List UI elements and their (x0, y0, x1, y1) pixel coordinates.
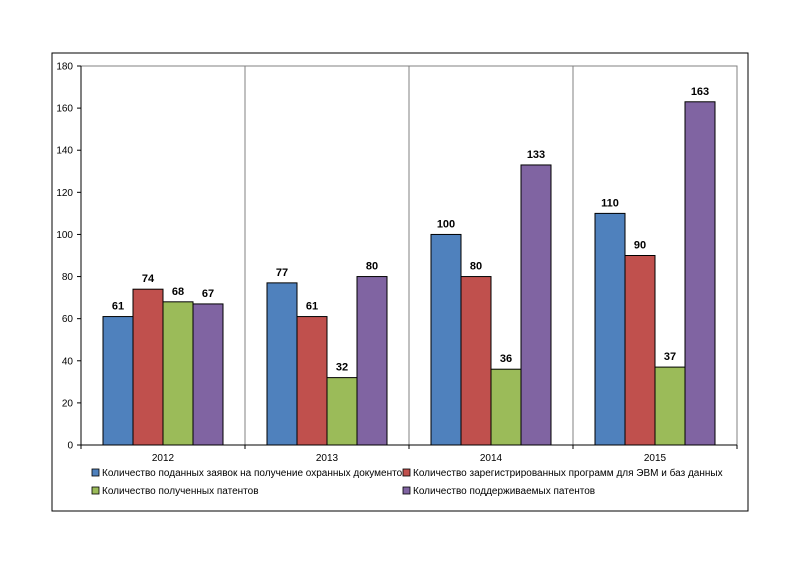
y-tick-label: 0 (67, 441, 73, 452)
data-label: 67 (202, 288, 214, 300)
data-label: 37 (664, 351, 676, 363)
bar (520, 164, 552, 446)
y-tick-label: 80 (62, 272, 74, 283)
data-label: 36 (500, 353, 512, 365)
legend-label: Количество поданных заявок на получение … (102, 468, 407, 479)
y-tick-label: 120 (56, 188, 73, 199)
data-label: 133 (527, 149, 545, 161)
legend-swatch (402, 486, 411, 495)
bar (490, 368, 522, 446)
y-tick-label: 60 (62, 314, 74, 325)
y-tick-label: 20 (62, 398, 74, 409)
y-tick-label: 100 (56, 230, 73, 241)
bar (356, 276, 388, 446)
legend-swatch (402, 468, 411, 477)
legend-swatch (91, 468, 100, 477)
bar (192, 303, 224, 446)
legend-label: Количество полученных патентов (102, 486, 259, 497)
data-label: 61 (306, 301, 318, 313)
data-label: 68 (172, 286, 184, 298)
bar (102, 316, 134, 446)
x-tick-label: 2015 (644, 453, 667, 464)
data-label: 74 (142, 273, 155, 285)
bar (594, 212, 626, 446)
bar (624, 255, 656, 446)
data-label: 90 (634, 240, 646, 252)
legend-label: Количество зарегистрированных программ д… (413, 467, 723, 479)
x-tick-label: 2013 (316, 453, 339, 464)
data-label: 32 (336, 362, 348, 374)
bar (654, 366, 686, 446)
y-tick-label: 180 (56, 62, 73, 73)
legend-swatch (91, 486, 100, 495)
bar (326, 377, 358, 446)
y-tick-label: 160 (56, 104, 73, 115)
data-label: 163 (691, 86, 709, 98)
legend-label: Количество поддерживаемых патентов (413, 486, 595, 497)
data-label: 77 (276, 267, 288, 279)
bar (296, 316, 328, 446)
data-label: 61 (112, 301, 124, 313)
data-label: 80 (366, 261, 378, 273)
bar (132, 288, 164, 446)
bar (266, 282, 298, 446)
data-label: 80 (470, 261, 482, 273)
bar (430, 233, 462, 446)
bar (162, 301, 194, 446)
data-label: 110 (601, 197, 619, 209)
data-label: 100 (437, 218, 455, 230)
x-tick-label: 2014 (480, 453, 503, 464)
y-tick-label: 40 (62, 356, 74, 367)
bar (460, 276, 492, 446)
x-tick-label: 2012 (152, 453, 175, 464)
y-tick-label: 140 (56, 146, 73, 157)
bar (684, 101, 716, 446)
